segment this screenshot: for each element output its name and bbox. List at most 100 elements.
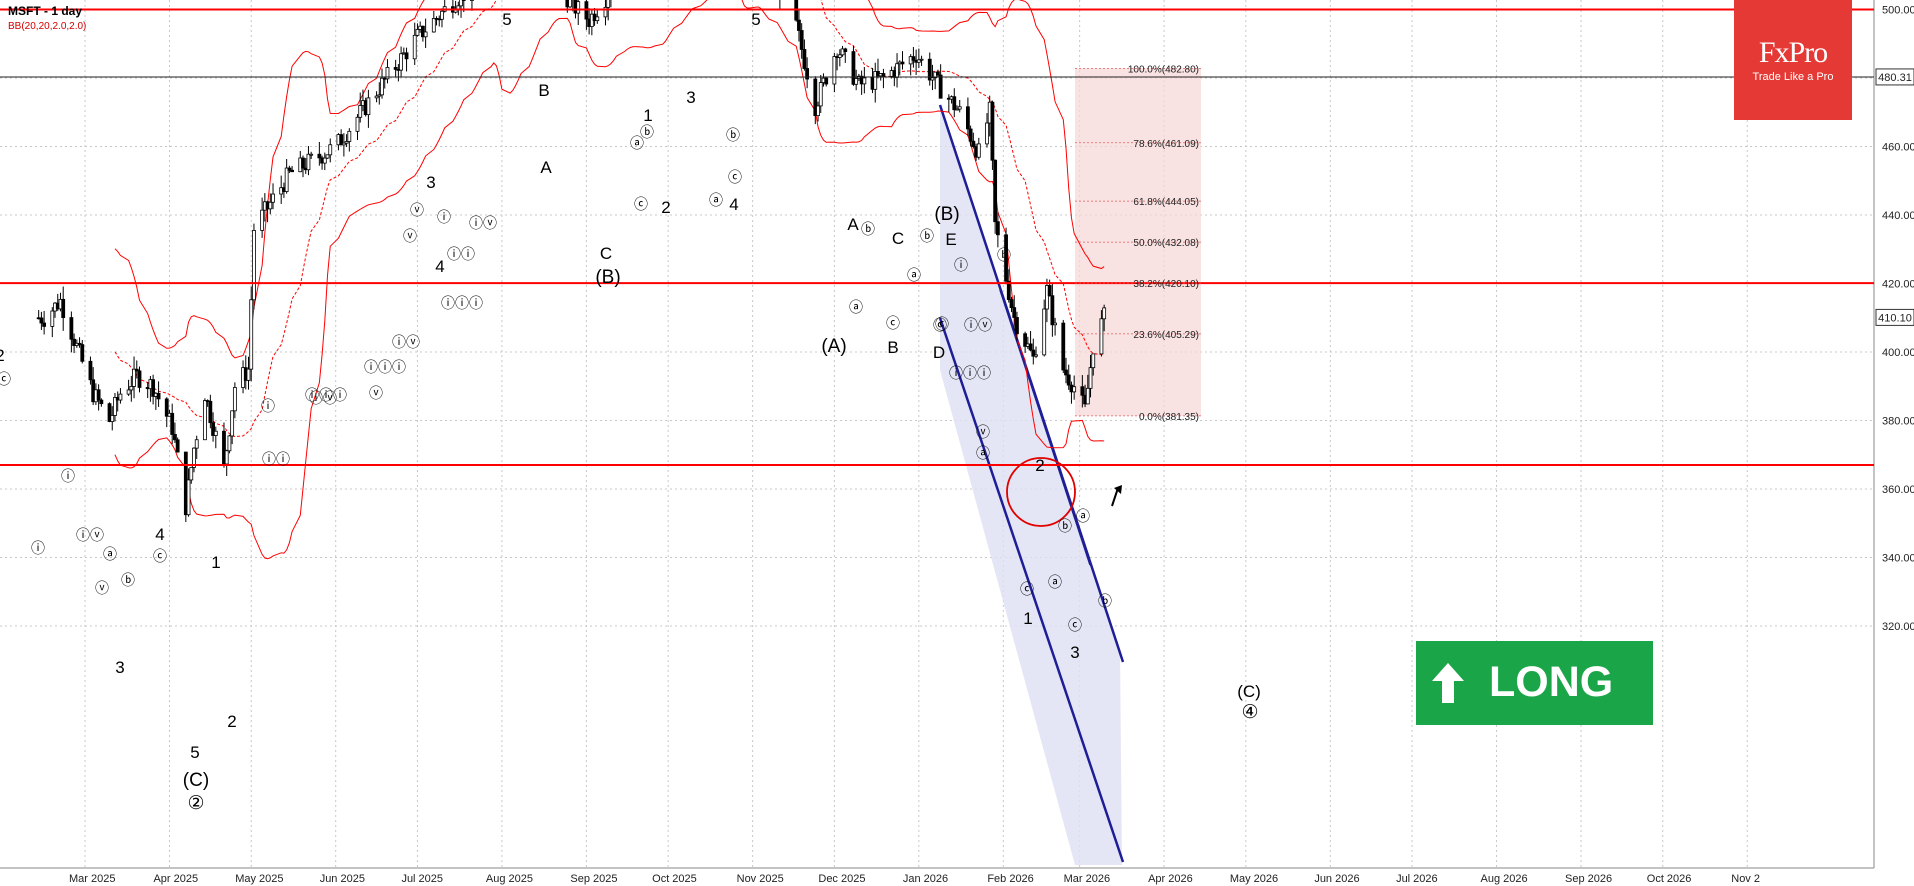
candle-body bbox=[851, 51, 856, 85]
wave-label: 4 bbox=[155, 525, 164, 544]
candle-body bbox=[957, 106, 962, 110]
candle-body bbox=[164, 398, 169, 417]
x-tick-label: Jun 2025 bbox=[320, 873, 365, 885]
wave-label: 5 bbox=[502, 10, 511, 29]
candle-body bbox=[1061, 322, 1066, 371]
candle-body bbox=[955, 108, 959, 111]
candle-body bbox=[347, 130, 352, 142]
candle-body bbox=[881, 73, 886, 77]
candle-body bbox=[385, 67, 390, 80]
wave-label: ④ bbox=[1241, 702, 1258, 723]
candle-body bbox=[107, 403, 112, 422]
candle-body bbox=[420, 25, 425, 38]
candle-body bbox=[993, 159, 998, 223]
candle-body bbox=[192, 447, 196, 468]
wave-label: ⓑ bbox=[1058, 518, 1072, 534]
wave-label: 3 bbox=[686, 88, 695, 107]
fib-level-label: 23.6%(405.29) bbox=[1133, 330, 1199, 341]
x-tick-label: Dec 2025 bbox=[818, 873, 865, 885]
x-tick-label: Sep 2025 bbox=[570, 873, 617, 885]
candle-body bbox=[380, 77, 384, 96]
candle-body bbox=[1085, 387, 1090, 405]
y-tick-label: 420.00 bbox=[1882, 279, 1914, 291]
fib-level-label: 50.0%(432.08) bbox=[1133, 238, 1199, 249]
wave-label: ⓒ bbox=[728, 169, 742, 185]
candle-body bbox=[325, 154, 330, 159]
candle-body bbox=[824, 77, 829, 85]
x-tick-label: Apr 2025 bbox=[153, 873, 198, 885]
candle-body bbox=[985, 122, 989, 145]
wave-label: ⓥ bbox=[369, 385, 383, 401]
wave-label: A bbox=[540, 158, 552, 177]
wave-label: ⓑ bbox=[861, 221, 875, 237]
candle-body bbox=[39, 317, 44, 324]
wave-label: 5 bbox=[751, 10, 760, 29]
candle-body bbox=[50, 310, 55, 327]
candle-body bbox=[126, 389, 131, 395]
indicator-label: BB(20,20,2.0,2.0) bbox=[8, 21, 87, 32]
fib-level-label: 38.2%(420.10) bbox=[1133, 279, 1199, 290]
wave-label: ⓐ bbox=[1048, 574, 1062, 590]
wave-label: (B) bbox=[595, 267, 620, 288]
candle-body bbox=[606, 0, 611, 8]
candle-body bbox=[470, 0, 474, 1]
candle-body bbox=[832, 56, 837, 85]
fib-labels-layer: 100.0%(482.80) 78.6%(461.09) 61.8%(444.05)… bbox=[1075, 64, 1201, 423]
chart-title: MSFT - 1 day bbox=[8, 4, 83, 18]
candle-body bbox=[459, 0, 463, 7]
wave-label: ⓘⓘⓘ bbox=[305, 387, 347, 403]
candle-body bbox=[797, 19, 801, 31]
up-arrow-icon bbox=[1432, 663, 1464, 703]
candle-body bbox=[1004, 234, 1008, 282]
channel-inner-line bbox=[999, 289, 1091, 566]
candle-body bbox=[344, 141, 349, 144]
candle-body bbox=[919, 58, 924, 61]
y-tick-label: 380.00 bbox=[1882, 416, 1914, 428]
fib-level-label: 61.8%(444.05) bbox=[1133, 197, 1199, 208]
candle-body bbox=[80, 344, 85, 362]
candle-body bbox=[202, 400, 207, 441]
candle-body bbox=[1015, 317, 1019, 335]
x-axis: Mar 2025 Apr 2025 May 2025 Jun 2025 Jul 2025… bbox=[69, 873, 1760, 885]
x-tick-label: Oct 2025 bbox=[652, 873, 697, 885]
candle-body bbox=[916, 59, 921, 63]
x-tick-label: Aug 2026 bbox=[1481, 873, 1528, 885]
wave-label: 3 bbox=[115, 658, 124, 677]
candle-body bbox=[175, 439, 180, 453]
candle-body bbox=[900, 61, 905, 65]
wave-label: ⓒ bbox=[634, 196, 648, 212]
candle-body bbox=[805, 68, 810, 80]
wave-label: E bbox=[945, 230, 956, 249]
candle-body bbox=[1031, 349, 1036, 357]
wave-label: A bbox=[847, 215, 859, 234]
wave-label: ⓥ bbox=[410, 202, 424, 218]
wave-label: ⓑ bbox=[920, 228, 934, 244]
candle-body bbox=[301, 157, 305, 169]
candle-body bbox=[938, 74, 943, 99]
x-tick-label: Sep 2026 bbox=[1565, 873, 1612, 885]
candle-body bbox=[440, 10, 444, 20]
wave-label: ⓐ bbox=[1076, 508, 1090, 524]
wave-label: 1 bbox=[1023, 609, 1032, 628]
candles-layer bbox=[36, 0, 1107, 523]
candle-body bbox=[576, 1, 581, 14]
candle-body bbox=[404, 52, 409, 60]
wave-label: ⓘⓘ bbox=[262, 451, 290, 467]
x-tick-label: May 2025 bbox=[235, 873, 283, 885]
candle-body bbox=[1102, 307, 1107, 320]
candle-body bbox=[322, 157, 327, 164]
wave-label: 1 bbox=[211, 553, 220, 572]
long-signal-label: LONG bbox=[1489, 658, 1614, 706]
wave-label: 2 bbox=[0, 346, 5, 365]
wave-label: ⓥ bbox=[403, 228, 417, 244]
candle-body bbox=[976, 143, 981, 158]
wave-label: ⓒ bbox=[153, 548, 167, 564]
wave-label: 5 bbox=[190, 743, 199, 762]
wave-label: C bbox=[892, 229, 904, 248]
candle-body bbox=[1045, 285, 1049, 310]
fxpro-logo: FxPro Trade Like a Pro bbox=[1734, 0, 1852, 120]
wave-label: ⓐ bbox=[907, 267, 921, 283]
candle-body bbox=[968, 128, 973, 142]
wave-label: ⓘ bbox=[31, 540, 45, 556]
